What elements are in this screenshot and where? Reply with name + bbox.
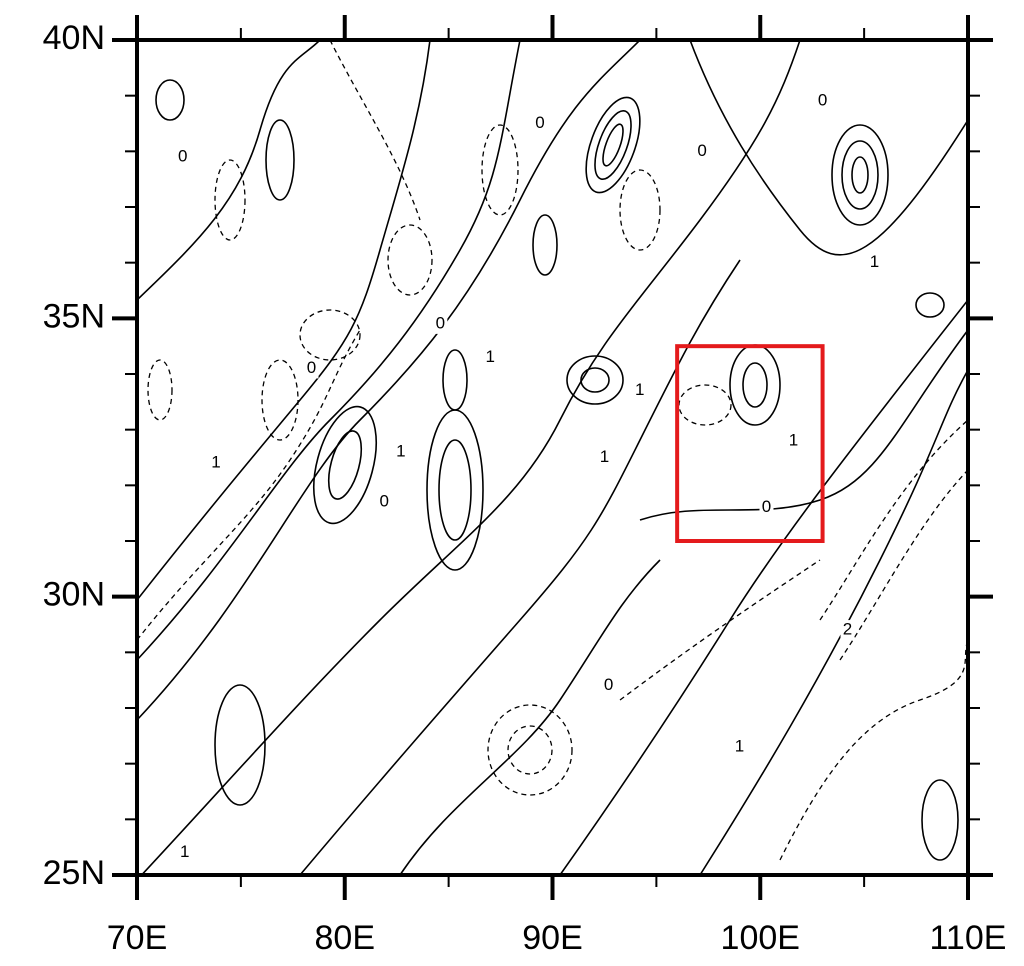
contour-line [742,362,768,408]
contour-label: 0 [436,313,445,332]
contour-label-bg [304,358,319,379]
contour-line [399,559,661,875]
contour-label: 0 [178,146,187,165]
contour-line [699,369,968,875]
contour-line [137,40,641,721]
contour-label: 2 [843,620,852,639]
contour-line [639,329,968,521]
contour-line [481,124,519,216]
contour-label: 0 [697,141,706,160]
y-tick-label: 25N [43,854,105,892]
y-tick-label: 40N [43,19,105,57]
contour-line [140,40,801,875]
contour-label: 1 [789,430,798,449]
contour-label-bg [377,492,392,513]
contour-line [442,349,468,411]
contour-label-bg [815,91,830,112]
contour-line [137,40,321,301]
contour-line [594,110,632,180]
contour-label-bg [867,252,882,273]
contour-line [851,156,869,194]
contour-label: 0 [535,113,544,132]
contour-line [438,439,472,541]
contour-label-bg [632,380,647,401]
contour-line [313,405,377,525]
contour-line [819,419,968,621]
contour-line [147,359,173,421]
contour-label-bg [732,736,747,757]
contour-line [507,725,553,775]
contour-line [921,779,959,861]
x-tick-label: 70E [107,919,168,957]
contour-label: 1 [485,347,494,366]
contour-line [566,355,624,405]
contour-label-bg [533,113,548,134]
contour-label: 1 [211,453,220,472]
contour-line [619,559,821,701]
contour-line [915,292,945,318]
contour-label-bg [208,453,223,474]
contour-label-bg [601,675,616,696]
contour-line [689,40,968,256]
contour-line [265,119,295,201]
contour-label: 1 [735,736,744,755]
x-tick-label: 90E [522,919,583,957]
contour-line [585,96,641,194]
contour-line [841,140,879,210]
contour-label: 0 [379,492,388,511]
y-tick-label: 30N [43,576,105,614]
contour-line [602,123,624,167]
contour-label-bg [175,146,190,167]
contour-label: 0 [762,497,771,516]
contour-line [532,214,558,276]
contour-label-bg [695,141,710,162]
contour-line [678,384,732,426]
contour-label-bg [177,842,192,863]
contour-line [299,309,361,361]
contour-line [137,40,521,661]
contour-line [729,344,781,426]
contour-line [831,124,889,226]
x-tick-label: 110E [930,919,1007,957]
contour-label-bg [597,447,612,468]
contour-line [214,159,246,241]
annotation-layer: 70E 80E 90E 100E 110E 25N 30N 35N 40N 0 0 0 0 1 0 1 0 1 1 1… [43,15,1007,957]
contour-line [580,367,610,393]
contour-label-bg [759,497,774,518]
contour-label: 0 [818,91,827,110]
contour-label: 1 [600,447,609,466]
contour-label-bg [433,313,448,334]
contour-label: 0 [307,358,316,377]
contour-line [487,704,573,796]
x-tick-label: 100E [721,919,800,957]
contour-line [214,684,266,806]
contour-line [261,359,299,441]
contour-label: 0 [604,675,613,694]
contour-line [619,169,661,251]
contour-label-bg [786,430,801,451]
contour-line [839,469,968,661]
contour-line [327,430,363,500]
x-tick-label: 80E [315,919,376,957]
contour-line [329,40,421,221]
contour-label-bg [483,347,498,368]
contour-label: 1 [180,842,189,861]
contour-label-bg [840,620,855,641]
contour-line [779,639,968,861]
highlight-box [675,344,825,543]
contour-label-bg [393,441,408,462]
contour-line [559,299,968,875]
contour-line [387,224,433,296]
contour-line [155,79,185,121]
contour-line [137,329,361,641]
contour-label: 1 [870,252,879,271]
contour-line [299,259,741,875]
contour-line [137,40,431,601]
contour-label: 1 [635,380,644,399]
contour-label: 1 [396,441,405,460]
contour-field [137,40,968,875]
y-tick-label: 35N [43,297,105,335]
contour-line [426,409,484,571]
